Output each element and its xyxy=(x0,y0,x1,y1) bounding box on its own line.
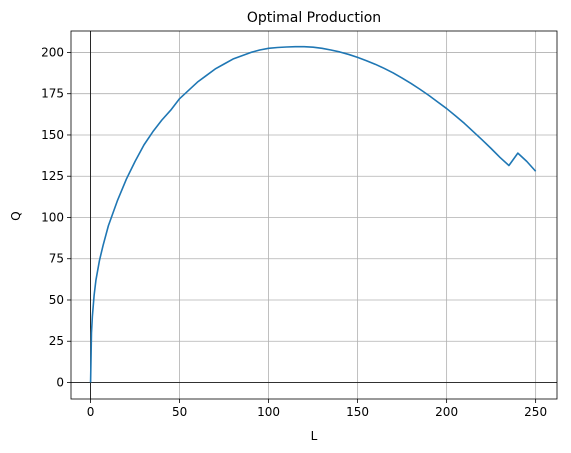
x-tick-label: 150 xyxy=(346,405,369,419)
y-tick-label: 125 xyxy=(41,169,64,183)
y-axis-label: Q xyxy=(9,211,23,220)
y-tick-label: 150 xyxy=(41,128,64,142)
x-axis-label: L xyxy=(311,429,318,443)
y-tick-label: 175 xyxy=(41,87,64,101)
x-tick-label: 50 xyxy=(172,405,187,419)
y-tick-label: 75 xyxy=(49,252,64,266)
series-layer xyxy=(89,45,537,383)
y-tick-label: 0 xyxy=(56,375,64,389)
x-tick-label: 0 xyxy=(87,405,95,419)
y-axis-ticks: 0 25 50 75 100 125 150 175 200 xyxy=(41,45,71,389)
x-tick-label: 250 xyxy=(524,405,547,419)
y-tick-label: 200 xyxy=(41,45,64,59)
x-axis-ticks: 0 50 100 150 200 250 xyxy=(87,399,547,419)
chart-title: Optimal Production xyxy=(247,10,381,26)
plot-frame xyxy=(70,30,558,400)
production-curve xyxy=(89,45,537,383)
y-tick-label: 100 xyxy=(41,210,64,224)
y-tick-label: 25 xyxy=(49,334,64,348)
x-tick-label: 100 xyxy=(257,405,280,419)
reference-lines xyxy=(71,31,557,399)
y-tick-label: 50 xyxy=(49,293,64,307)
x-tick-label: 200 xyxy=(435,405,458,419)
